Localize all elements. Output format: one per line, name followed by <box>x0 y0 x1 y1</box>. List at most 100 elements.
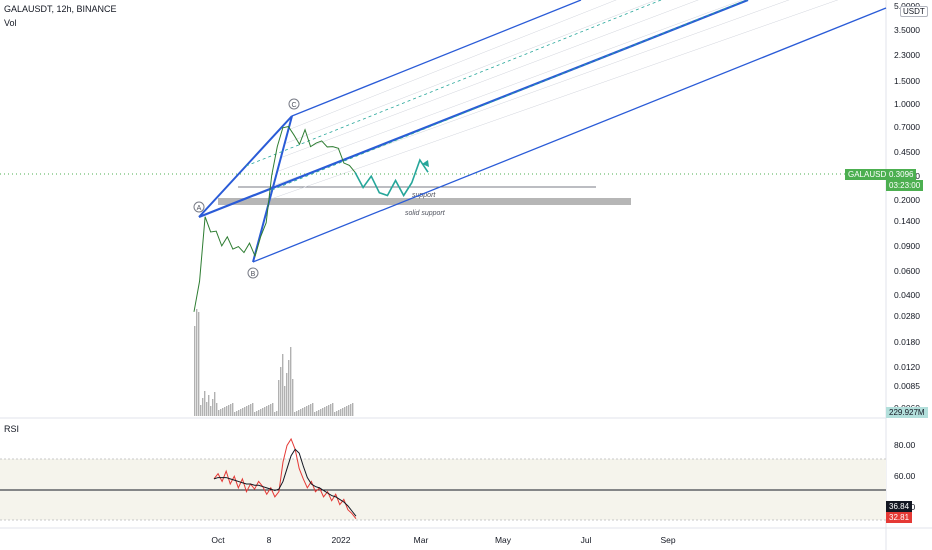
price-tick-label: 0.1400 <box>894 216 920 226</box>
rsi-ma-badge: 32.81 <box>886 512 913 523</box>
volume-bar <box>256 411 258 416</box>
price-tick-label: 0.2000 <box>894 195 920 205</box>
price-tick-label: 0.4500 <box>894 147 920 157</box>
time-axis[interactable]: Oct 8 2022 Mar May Jul Sep <box>211 535 675 545</box>
volume-bar <box>204 391 206 416</box>
rsi-tick-label: 60.00 <box>894 471 916 481</box>
time-tick-label: Oct <box>211 535 225 545</box>
price-series-line <box>193 125 356 312</box>
volume-bar <box>212 399 214 416</box>
volume-bar <box>350 404 352 416</box>
pivot-a-label: A <box>197 205 202 212</box>
price-tick-label: 0.0280 <box>894 311 920 321</box>
volume-bar <box>200 405 202 416</box>
volume-bar <box>352 403 354 416</box>
rsi-tick-label: 80.00 <box>894 440 916 450</box>
price-tick-label: 0.0600 <box>894 266 920 276</box>
volume-bar <box>304 407 306 416</box>
volume-bar <box>328 405 330 416</box>
volume-bar <box>302 408 304 416</box>
volume-bar <box>282 354 284 416</box>
volume-bar <box>216 403 218 416</box>
volume-bar <box>324 407 326 416</box>
volume-bar <box>226 406 228 416</box>
volume-bar <box>222 408 224 416</box>
volume-bar <box>294 412 296 416</box>
volume-indicator-label[interactable]: Vol <box>4 18 17 28</box>
volume-bar <box>348 405 350 416</box>
volume-bar <box>250 404 252 416</box>
rsi-value-badge: 36.84 <box>886 501 913 512</box>
rsi-series-line <box>213 437 357 520</box>
time-tick-label: 8 <box>267 535 272 545</box>
volume-bar <box>288 360 290 416</box>
time-tick-label: 2022 <box>332 535 351 545</box>
volume-bar <box>272 403 274 416</box>
volume-bar <box>214 392 216 416</box>
pivot-a-marker: A <box>193 201 205 213</box>
volume-bar <box>258 410 260 416</box>
pivot-c-marker: C <box>288 98 300 110</box>
volume-bar <box>244 407 246 416</box>
price-tick-label: 0.0900 <box>894 241 920 251</box>
volume-bar <box>338 410 340 416</box>
price-tick-label: 0.0400 <box>894 290 920 300</box>
volume-bar <box>276 411 278 416</box>
volume-bar <box>266 406 268 416</box>
volume-bar <box>210 406 212 416</box>
fan-line <box>267 0 839 201</box>
volume-bar <box>224 407 226 416</box>
price-axis[interactable]: 5.00003.50002.30001.50001.00000.70000.45… <box>894 1 920 413</box>
volume-bar <box>312 403 314 416</box>
pitchfork-outer-dashed-line <box>245 0 663 167</box>
volume-bar <box>264 407 266 416</box>
volume-bar <box>248 405 250 416</box>
volume-bar <box>326 406 328 416</box>
volume-bar <box>318 410 320 416</box>
volume-bar <box>280 367 282 416</box>
price-tick-label: 0.0085 <box>894 381 920 391</box>
time-tick-label: Mar <box>414 535 429 545</box>
volume-bar <box>284 386 286 416</box>
symbol-badge: GALAUSDT <box>845 169 895 180</box>
volume-badge: 229.927M <box>886 407 928 418</box>
volume-bar <box>334 412 336 416</box>
volume-bar <box>320 409 322 416</box>
volume-bar <box>278 380 280 416</box>
pitchfork-inner-dashed-line <box>271 0 748 191</box>
volume-bar <box>194 326 196 416</box>
volume-bar <box>208 395 210 416</box>
volume-bar <box>314 412 316 416</box>
time-tick-label: May <box>495 535 512 545</box>
currency-button[interactable]: USDT <box>900 6 928 17</box>
volume-bar <box>262 408 264 416</box>
volume-bar <box>198 312 200 416</box>
volume-bar <box>310 404 312 416</box>
volume-bar <box>344 407 346 416</box>
volume-bar <box>270 404 272 416</box>
volume-bar <box>322 408 324 416</box>
volume-bar <box>254 412 256 416</box>
fan-line <box>287 0 617 131</box>
price-tick-label: 3.5000 <box>894 25 920 35</box>
price-tick-label: 0.7000 <box>894 122 920 132</box>
fan-line <box>283 0 657 145</box>
volume-bar <box>290 347 292 416</box>
pitchfork-handle-ab <box>198 115 293 218</box>
volume-bar <box>296 411 298 416</box>
volume-bar <box>246 406 248 416</box>
countdown-badge: 03:23:00 <box>886 180 924 191</box>
price-tick-label: 0.0180 <box>894 337 920 347</box>
symbol-title: GALAUSDT, 12h, BINANCE <box>4 4 117 14</box>
rsi-indicator-label[interactable]: RSI <box>4 424 20 434</box>
pivot-c-label: C <box>291 102 296 109</box>
time-tick-label: Sep <box>660 535 675 545</box>
volume-bar <box>234 412 236 416</box>
volume-bar <box>346 406 348 416</box>
volume-bar <box>286 373 288 416</box>
volume-bar <box>298 410 300 416</box>
volume-bar <box>336 411 338 416</box>
pitchfork-fan-lines <box>267 0 839 201</box>
volume-bar <box>230 404 232 416</box>
